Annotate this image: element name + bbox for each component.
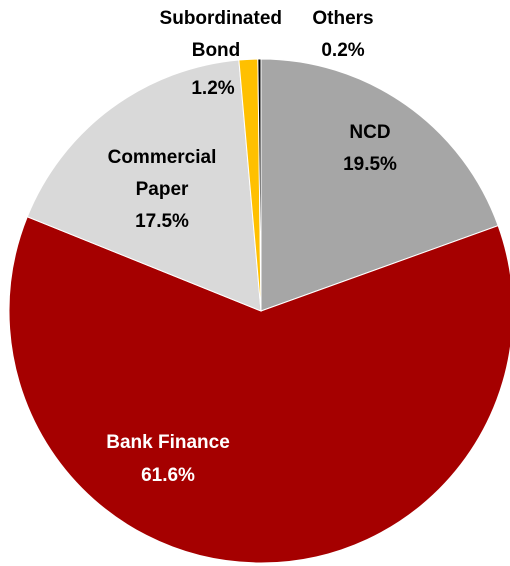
slice-bank-finance [8,216,510,564]
label-name-subordinated-bond-2: Bond [192,40,241,61]
pie-labels: NCD 19.5% Bank Finance 61.6% Commercial Paper… [106,8,397,486]
data-label-subordinated-bond: Subordinated Bond 1.2% [160,8,282,99]
label-value-subordinated-bond: 1.2% [191,78,234,99]
data-label-commercial-paper: Commercial Paper 17.5% [108,147,217,232]
label-name-subordinated-bond-1: Subordinated [160,8,282,29]
label-name-others: Others [312,8,373,29]
pie-slices [8,58,510,564]
data-label-ncd: NCD 19.5% [343,122,397,175]
label-name-ncd: NCD [349,122,390,143]
label-value-ncd: 19.5% [343,154,397,175]
data-label-others: Others 0.2% [312,8,373,61]
label-name-bank-finance: Bank Finance [106,432,230,453]
slice-commercial-paper [26,59,262,312]
data-label-bank-finance: Bank Finance 61.6% [106,432,230,486]
label-name-commercial-paper-1: Commercial [108,147,217,168]
slice-others [257,58,262,312]
label-name-commercial-paper-2: Paper [136,179,189,200]
label-value-bank-finance: 61.6% [141,465,195,486]
label-value-others: 0.2% [321,40,364,61]
slice-ncd [260,58,499,312]
label-value-commercial-paper: 17.5% [135,211,189,232]
